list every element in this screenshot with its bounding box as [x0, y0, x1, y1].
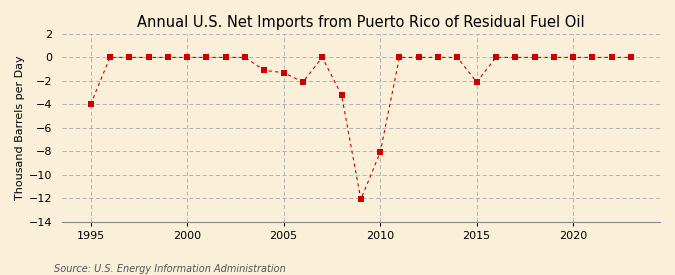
Point — [549, 55, 560, 60]
Point — [143, 55, 154, 60]
Point — [491, 55, 502, 60]
Point — [259, 68, 270, 73]
Point — [124, 55, 134, 60]
Point — [587, 55, 598, 60]
Point — [240, 55, 250, 60]
Point — [336, 93, 347, 97]
Point — [606, 55, 617, 60]
Point — [452, 55, 463, 60]
Point — [433, 55, 443, 60]
Point — [626, 55, 637, 60]
Point — [375, 150, 385, 155]
Point — [278, 70, 289, 75]
Point — [529, 55, 540, 60]
Point — [471, 80, 482, 84]
Point — [413, 55, 424, 60]
Point — [317, 55, 327, 60]
Text: Source: U.S. Energy Information Administration: Source: U.S. Energy Information Administ… — [54, 264, 286, 274]
Title: Annual U.S. Net Imports from Puerto Rico of Residual Fuel Oil: Annual U.S. Net Imports from Puerto Rico… — [137, 15, 585, 30]
Point — [105, 55, 115, 60]
Y-axis label: Thousand Barrels per Day: Thousand Barrels per Day — [15, 56, 25, 200]
Point — [568, 55, 578, 60]
Point — [356, 197, 367, 202]
Point — [220, 55, 231, 60]
Point — [298, 80, 308, 84]
Point — [85, 102, 96, 106]
Point — [182, 55, 192, 60]
Point — [394, 55, 405, 60]
Point — [510, 55, 520, 60]
Point — [163, 55, 173, 60]
Point — [201, 55, 212, 60]
